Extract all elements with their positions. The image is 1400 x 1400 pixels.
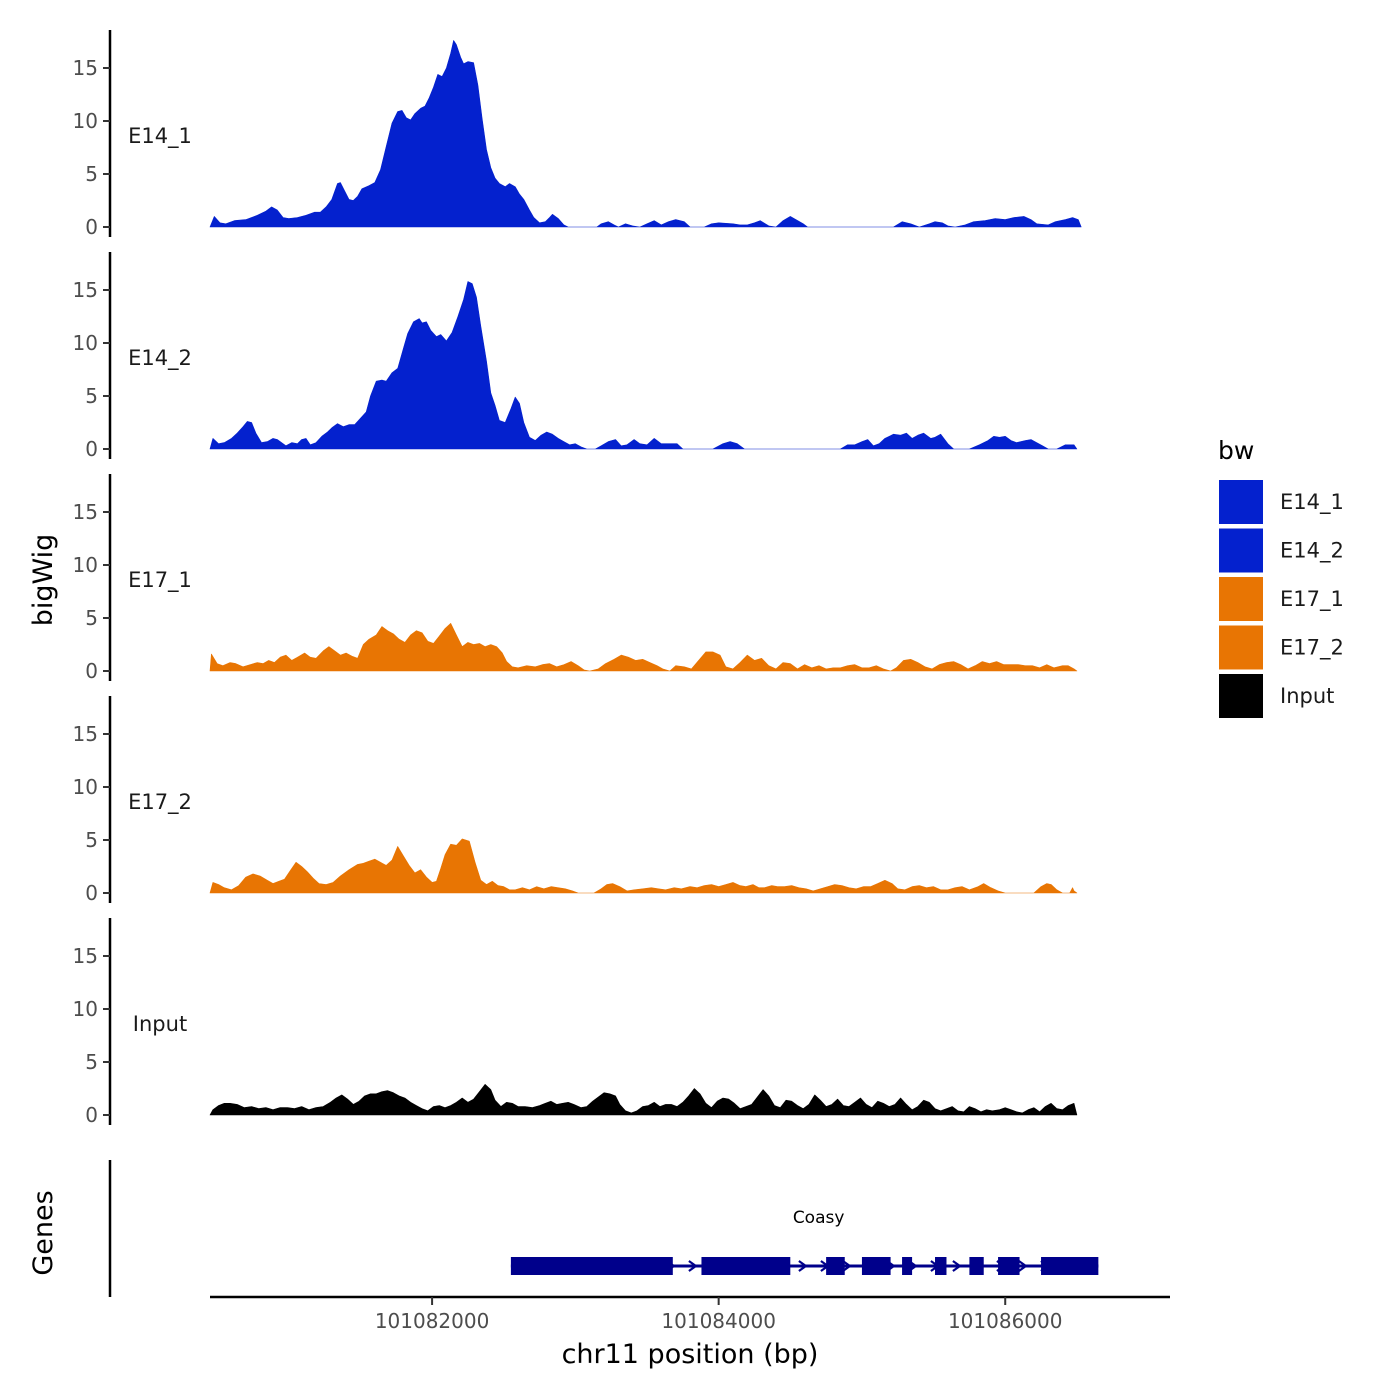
track-input: 0 5 10 15 Input [73,918,1078,1127]
y-tick-label: 5 [85,162,98,186]
y-tick-label: 0 [85,215,98,239]
gene-exon [1041,1257,1099,1275]
signal-area-e17-2 [209,838,1078,894]
legend-swatch [1217,575,1265,623]
track-e14-2: 0 5 10 15 E14_2 [73,252,1078,461]
gene-exon [510,1257,673,1275]
gene-axis-title: Genes [28,1190,59,1275]
y-tick-label: 15 [73,278,98,302]
legend: E14_1 E14_2 E17_1 E17_2 Input [1217,478,1344,720]
y-tick-label: 15 [73,56,98,80]
x-tick-label: 101084000 [661,1309,776,1333]
legend-label: E17_2 [1280,636,1344,661]
y-tick-label: 0 [85,1103,98,1127]
gene-label: Coasy [793,1208,845,1228]
y-axis-title: bigWig [28,534,59,627]
legend-label: Input [1280,684,1334,708]
legend-swatch [1217,478,1265,526]
gene-exon [935,1257,947,1275]
y-tick-label: 15 [73,500,98,524]
y-tick-label: 10 [73,331,98,355]
y-tick-label: 10 [73,775,98,799]
x-tick-label: 101082000 [375,1309,490,1333]
gene-exon [861,1257,891,1275]
strand-arrow [842,1260,852,1272]
legend-swatch [1217,623,1265,672]
y-tick-label: 0 [85,881,98,905]
legend-item-e17-1: E17_1 [1217,575,1344,623]
legend-swatch [1217,672,1265,720]
y-tick-label: 10 [73,997,98,1021]
x-axis: 101082000 101084000 101086000 [210,1295,1170,1333]
legend-label: E14_2 [1280,539,1344,564]
legend-item-e14-1: E14_1 [1217,478,1344,526]
y-tick-label: 15 [73,722,98,746]
y-tick-label: 10 [73,553,98,577]
track-e17-1: 0 5 10 15 E17_1 [73,474,1078,683]
track-label: E17_2 [128,790,192,815]
track-label: Input [133,1012,187,1036]
gene-exon [701,1257,791,1275]
gene-exon [969,1257,984,1275]
y-tick-label: 5 [85,1050,98,1074]
y-tick-label: 15 [73,944,98,968]
tracks: 0 5 10 15 E14_1 0 5 10 15 E14_2 0 5 10 15 E17_1 0 5 10 15 E… [73,30,1082,1127]
legend-title: bw [1218,436,1254,465]
strand-arrow [1018,1260,1028,1272]
track-e17-2: 0 5 10 15 E17_2 [73,696,1078,905]
gene-exon [998,1257,1020,1275]
track-label: E17_1 [128,568,192,593]
y-tick-label: 0 [85,659,98,683]
x-axis-title: chr11 position (bp) [562,1339,819,1370]
y-tick-label: 5 [85,384,98,408]
signal-area-input [209,1084,1078,1116]
track-label: E14_1 [128,124,192,149]
legend-swatch [1217,526,1265,575]
legend-label: E14_1 [1280,490,1344,515]
strand-arrow [798,1260,808,1272]
y-tick-label: 5 [85,606,98,630]
legend-label: E17_1 [1280,587,1344,612]
strand-arrow [952,1260,962,1272]
signal-area-e14-1 [209,40,1082,228]
signal-area-e14-2 [209,281,1078,450]
y-tick-label: 5 [85,828,98,852]
track-label: E14_2 [128,346,192,371]
strand-arrow [688,1260,698,1272]
x-tick-label: 101086000 [948,1309,1063,1333]
legend-item-e17-2: E17_2 [1217,623,1344,672]
gene-coasy: Coasy [510,1208,1099,1275]
y-tick-label: 0 [85,437,98,461]
legend-item-e14-2: E14_2 [1217,526,1344,575]
track-e14-1: 0 5 10 15 E14_1 [73,30,1082,239]
gene-exon [902,1257,913,1275]
gene-exon [826,1257,845,1275]
gene-panel: Coasy [108,1160,1099,1297]
legend-item-input: Input [1217,672,1334,720]
signal-area-e17-1 [209,623,1078,672]
y-tick-label: 10 [73,109,98,133]
